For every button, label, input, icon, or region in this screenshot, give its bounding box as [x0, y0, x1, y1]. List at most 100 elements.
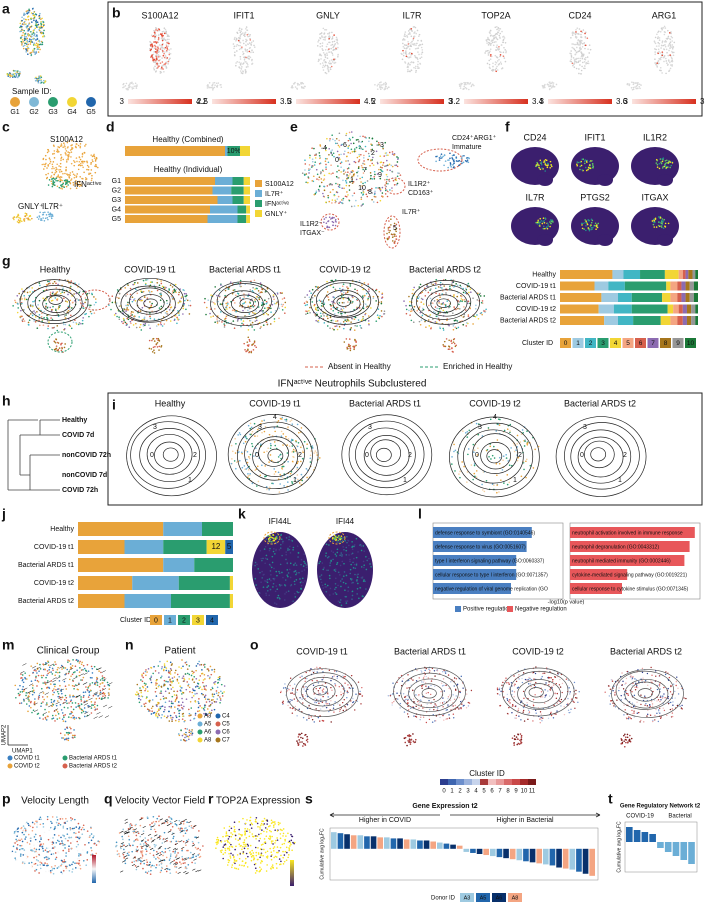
cell-dot: [48, 280, 51, 283]
cell-dot: [550, 86, 553, 89]
cell-dot: [44, 299, 46, 302]
cell-dot: [129, 320, 132, 323]
cell-dot: [178, 314, 180, 316]
cell-dot: [589, 167, 592, 170]
bar-segment: [667, 304, 674, 314]
cell-dot: [536, 163, 539, 165]
cell-dot: [63, 311, 65, 314]
cell-dot: [631, 88, 634, 91]
cell-dot: [322, 27, 325, 30]
cell-dot: [391, 240, 394, 242]
cell-dot: [319, 312, 322, 315]
cell-dot: [592, 164, 594, 166]
cell-dot: [664, 162, 667, 165]
cell-dot: [503, 37, 506, 39]
cell-dot: [312, 175, 315, 178]
cell-dot: [242, 50, 244, 53]
cell-dot: [495, 67, 498, 70]
cell-dot: [581, 57, 584, 60]
cell-dot: [658, 162, 661, 165]
cell-dot: [654, 36, 657, 39]
cell-dot: [63, 144, 66, 146]
cell-dot: [91, 177, 93, 180]
leaf-label: nonCOVID 72h: [62, 452, 111, 459]
cell-dot: [39, 284, 41, 287]
cell-dot: [25, 298, 28, 301]
contour-label: 0: [255, 452, 259, 459]
cell-dot: [522, 431, 524, 434]
cell-dot: [552, 82, 555, 84]
legend-swatch: [29, 97, 39, 107]
density-contour: [48, 295, 63, 305]
cell-dot: [58, 176, 61, 179]
cell-dot: [350, 171, 352, 173]
cell-dot: [212, 301, 215, 304]
cell-dot: [330, 51, 332, 53]
cell-dot: [659, 158, 662, 160]
gene-name: CD24: [523, 132, 546, 142]
cell-dot: [56, 179, 59, 182]
cell-dot: [520, 475, 523, 478]
cell-dot: [246, 29, 248, 31]
cell-dot: [317, 188, 320, 191]
gene-name: IL7R: [402, 10, 422, 20]
cell-dot: [446, 319, 448, 322]
cell-dot: [456, 284, 459, 286]
cell-dot: [585, 220, 587, 222]
cell-dot: [68, 176, 70, 178]
panel-title: Bacterial ARDS t2: [409, 264, 481, 274]
cell-dot: [243, 33, 246, 36]
cell-dot: [464, 86, 467, 89]
bar-segment: [608, 281, 625, 291]
cell-dot: [69, 174, 71, 177]
cell-dot: [586, 223, 589, 226]
cell-dot: [248, 35, 251, 38]
cell-dot: [171, 296, 174, 299]
bar-segment: [691, 316, 696, 325]
cell-dot: [224, 289, 227, 292]
expression-blob: [657, 174, 673, 186]
expression-blob: [537, 174, 553, 186]
cell-dot: [540, 219, 543, 222]
cell-dot: [341, 293, 343, 295]
cell-dot: [332, 224, 334, 227]
cell-dot: [13, 73, 16, 75]
cell-dot: [263, 307, 266, 310]
cell-dot: [360, 319, 363, 322]
cell-dot: [456, 295, 459, 298]
cell-dot: [271, 435, 274, 437]
cell-dot: [453, 342, 456, 345]
cell-dot: [467, 302, 469, 305]
cell-dot: [336, 150, 339, 153]
cell-dot: [308, 310, 310, 312]
cell-dot: [328, 200, 331, 203]
cell-dot: [184, 295, 187, 298]
cell-dot: [395, 184, 398, 186]
cell-dot: [159, 48, 162, 50]
label: Sample ID:: [12, 87, 52, 96]
cell-dot: [36, 24, 38, 27]
cell-dot: [451, 463, 453, 465]
cell-dot: [525, 458, 528, 461]
cell-dot: [122, 317, 125, 320]
cell-dot: [580, 39, 583, 42]
cell-dot: [393, 235, 396, 237]
cell-dot: [12, 217, 15, 219]
cell-dot: [20, 25, 22, 27]
cell-dot: [580, 33, 582, 36]
bar-segment: [681, 281, 686, 291]
cell-dot: [405, 308, 408, 311]
cell-dot: [437, 312, 440, 315]
cell-dot: [34, 312, 37, 314]
cell-dot: [320, 32, 323, 34]
cell-dot: [153, 67, 155, 69]
cell-dot: [407, 46, 409, 48]
cell-dot: [443, 154, 446, 156]
cell-dot: [486, 40, 488, 43]
highlight-ring: [383, 215, 401, 249]
cell-dot: [587, 60, 589, 63]
cell-dot: [347, 345, 350, 348]
cell-dot: [419, 283, 422, 286]
cell-dot: [281, 465, 284, 468]
cell-dot: [130, 314, 132, 317]
